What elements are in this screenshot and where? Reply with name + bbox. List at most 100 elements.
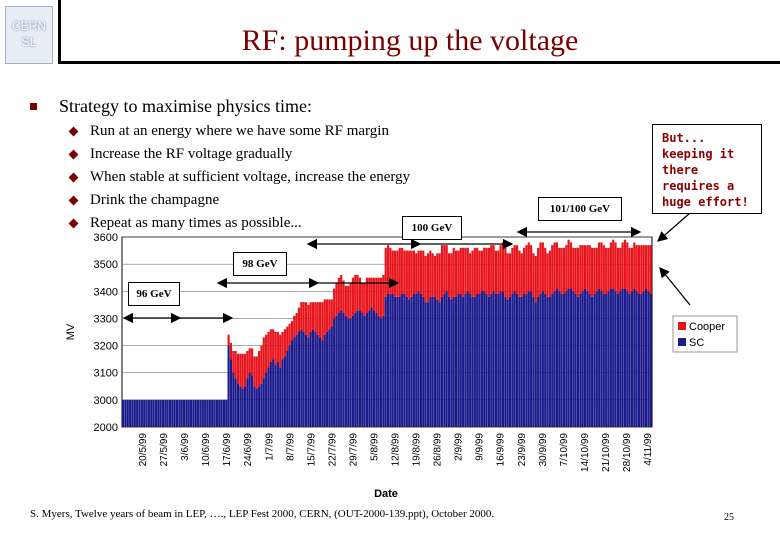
bar-copper	[544, 247, 547, 294]
bar-sc	[408, 299, 411, 427]
bar-copper	[307, 304, 310, 338]
bar-copper	[358, 277, 362, 311]
bar-copper	[382, 275, 385, 316]
bar-copper	[642, 245, 645, 292]
bar-copper	[248, 348, 251, 373]
bar-sc	[255, 389, 258, 427]
bar-sc	[215, 399, 218, 427]
bar-copper	[635, 245, 638, 292]
bar-sc	[344, 315, 347, 427]
bar-sc	[619, 291, 622, 427]
bar-sc	[311, 329, 315, 427]
y-tick-label: 3000	[94, 395, 118, 407]
bar-sc	[340, 310, 343, 427]
bar-sc	[126, 399, 129, 427]
bar-copper	[471, 250, 474, 297]
bar-sc	[492, 291, 495, 427]
bar-sc	[260, 383, 263, 427]
bar-copper	[236, 353, 240, 384]
bar-copper	[250, 348, 254, 376]
bar-copper	[311, 302, 315, 330]
bar-sc	[206, 399, 209, 427]
bar-copper	[452, 247, 455, 297]
bar-copper	[286, 326, 289, 351]
footer-citation: S. Myers, Twelve years of beam in LEP, ……	[30, 508, 495, 520]
bar-copper	[445, 245, 448, 292]
bar-sc	[494, 294, 498, 427]
bar-copper	[239, 353, 242, 387]
bar-copper	[565, 245, 568, 292]
bar-sc	[530, 291, 533, 427]
bar-sc	[616, 294, 619, 427]
x-tick-label: 5/8/99	[369, 433, 380, 461]
bar-copper	[412, 250, 415, 294]
x-axis-label: Date	[374, 488, 398, 500]
bar-copper	[595, 247, 598, 292]
bar-copper	[581, 245, 584, 292]
bar-copper	[356, 275, 359, 311]
bar-copper	[600, 242, 603, 292]
bar-copper	[586, 245, 589, 292]
bar-copper	[630, 247, 634, 292]
bar-copper	[612, 239, 615, 289]
bar-copper	[515, 245, 519, 294]
bar-sc	[297, 332, 301, 427]
bar-sc	[309, 332, 312, 427]
bar-copper	[330, 299, 333, 327]
bar-copper	[316, 302, 319, 335]
bar-sc	[567, 288, 570, 427]
bar-sc	[447, 296, 451, 427]
bar-copper	[551, 245, 554, 294]
bar-copper	[417, 250, 420, 292]
bar-sc	[328, 329, 331, 427]
bar-sc	[246, 378, 249, 427]
y-tick-label: 3300	[94, 313, 118, 325]
bar-copper	[443, 245, 446, 294]
bar-sc	[290, 340, 294, 427]
bar-copper	[602, 245, 605, 294]
bar-sc	[419, 294, 422, 427]
bar-sc	[644, 288, 648, 427]
bar-sc	[337, 313, 340, 427]
bar-copper	[354, 275, 357, 313]
x-tick-label: 24/6/99	[243, 433, 254, 467]
bar-copper	[455, 250, 458, 297]
bar-copper	[424, 256, 427, 303]
bar-copper	[593, 247, 596, 294]
bar-sc	[642, 291, 645, 427]
bar-copper	[234, 351, 237, 379]
bar-sc	[497, 294, 500, 427]
bar-copper	[370, 277, 373, 308]
bar-copper	[279, 334, 282, 368]
bar-sc	[609, 288, 612, 427]
bar-sc	[515, 294, 519, 427]
bar-sc	[508, 296, 512, 427]
bar-sc	[122, 399, 125, 427]
annotation-101-100gev: 101/100 GeV	[538, 197, 622, 221]
bar-copper	[340, 275, 343, 311]
bar-copper	[614, 242, 617, 292]
bar-copper	[384, 247, 387, 297]
bar-copper	[276, 332, 279, 362]
bar-copper	[232, 351, 235, 373]
bar-sc	[267, 367, 270, 427]
bar-copper	[347, 285, 350, 319]
bar-sc	[389, 294, 392, 427]
bar-copper	[267, 332, 270, 368]
bar-sc	[581, 291, 584, 427]
bar-sc	[518, 296, 521, 427]
bar-copper	[644, 245, 648, 289]
bar-sc	[440, 296, 444, 427]
bar-copper	[504, 247, 507, 297]
bar-sc	[513, 291, 516, 427]
bar-sc	[187, 399, 190, 427]
bar-sc	[602, 294, 605, 427]
bar-sc	[286, 351, 289, 427]
bar-sc	[316, 334, 319, 427]
bar-sc	[173, 399, 176, 427]
bar-sc	[154, 399, 157, 427]
bar-sc	[272, 359, 275, 427]
x-tick-label: 8/7/99	[285, 433, 296, 461]
bar-sc	[607, 291, 610, 427]
